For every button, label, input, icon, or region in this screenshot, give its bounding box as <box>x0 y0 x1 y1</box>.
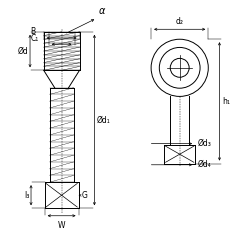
Text: Ød₃: Ød₃ <box>198 139 211 148</box>
Text: l₃: l₃ <box>24 191 30 200</box>
Text: W: W <box>58 221 65 230</box>
Text: Ød: Ød <box>18 46 29 56</box>
Text: G: G <box>82 191 87 200</box>
Text: B: B <box>30 27 35 36</box>
Text: d₂: d₂ <box>176 16 184 26</box>
Text: Ød₁: Ød₁ <box>96 116 110 124</box>
Text: C₁: C₁ <box>31 34 39 43</box>
Text: Ød₄: Ød₄ <box>198 160 211 169</box>
Text: h₁: h₁ <box>222 97 230 106</box>
Text: $\alpha$: $\alpha$ <box>98 6 106 16</box>
